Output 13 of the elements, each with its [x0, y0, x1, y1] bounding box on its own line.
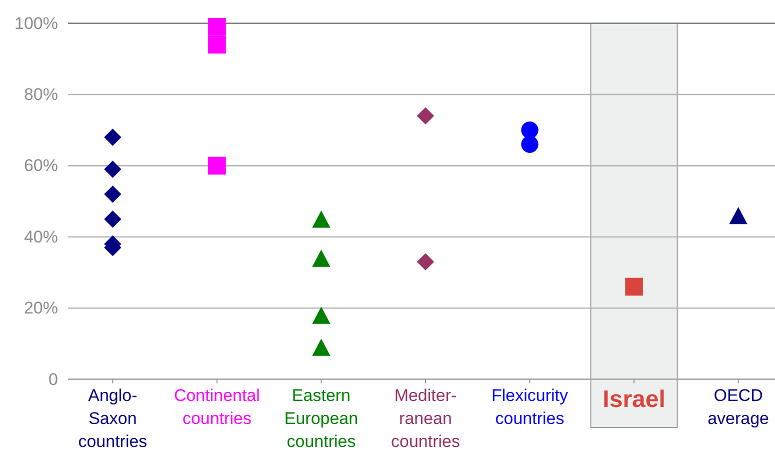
- y-tick-label: 40%: [24, 227, 58, 246]
- x-tick-label: Israel: [602, 386, 666, 413]
- x-tick-label: Anglo- Saxon countries: [78, 386, 148, 451]
- x-tick-label: OECD average: [708, 386, 770, 428]
- y-tick-label: 0: [48, 370, 58, 389]
- x-tick-label: Continental countries: [174, 386, 260, 428]
- x-tick-label: Eastern European countries: [284, 386, 358, 451]
- y-tick-label: 60%: [24, 156, 58, 176]
- x-tick-label: Mediter- ranean countries: [391, 386, 460, 451]
- y-tick-label: 80%: [24, 85, 58, 104]
- y-tick-label: 20%: [24, 298, 58, 318]
- y-tick-label: 100%: [14, 14, 58, 33]
- x-tick-label: Flexicurity countries: [492, 386, 569, 428]
